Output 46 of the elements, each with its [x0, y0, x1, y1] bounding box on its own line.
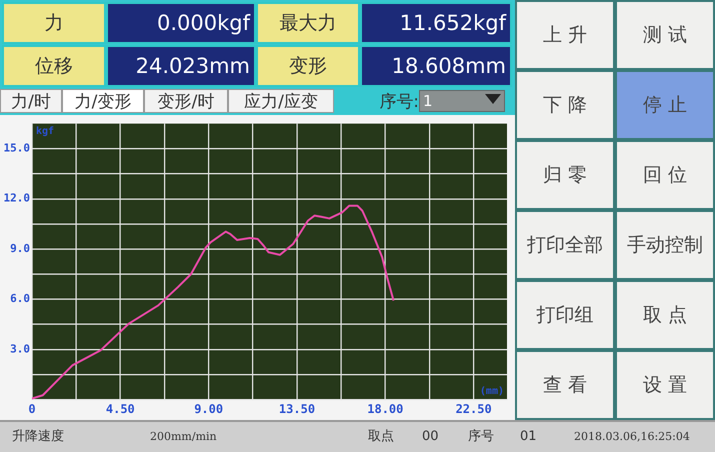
text: 取点: [368, 428, 395, 446]
y-tick-label: 9.0: [10, 242, 30, 255]
text: 力/时: [0, 89, 62, 113]
text: 变形/时: [144, 89, 228, 113]
y-tick-label: 12.0: [4, 192, 30, 205]
dropdown-field: 1: [419, 90, 505, 112]
x-tick-label: 22.50: [456, 402, 492, 416]
text: 2018.03.06,16:25:04: [574, 428, 691, 444]
text: 01: [520, 428, 538, 446]
text: 测 试: [615, 0, 715, 70]
x-tick-label: 4.50: [106, 402, 135, 416]
y-tick-label: 15.0: [4, 142, 30, 155]
text: 手动控制: [615, 210, 715, 280]
y-axis-title: kgf: [36, 126, 54, 138]
text: 归 零: [515, 140, 615, 210]
y-tick-label: 3.0: [10, 342, 30, 356]
text: 查 看: [515, 350, 615, 420]
text: 18.608mm: [360, 45, 512, 87]
text: 最大力: [256, 2, 360, 44]
x-tick-label: 0: [28, 402, 36, 416]
text: 打印组: [515, 280, 615, 350]
x-tick-label: 9.00: [194, 402, 224, 416]
text: 位移: [2, 45, 106, 87]
text: 上 升: [515, 0, 615, 70]
text: 序号: [468, 428, 495, 446]
text: 打印全部: [515, 210, 615, 280]
x-axis-title: (mm): [480, 386, 504, 398]
x-tick-label: 18.00: [367, 402, 404, 416]
y-tick-label: 6.0: [10, 292, 30, 306]
text: 下 降: [515, 70, 615, 140]
text: 0.000kgf: [106, 2, 256, 44]
text: 00: [422, 428, 440, 446]
text: 应力/应变: [228, 89, 334, 113]
text: 变形: [256, 45, 360, 87]
text: 24.023mm: [106, 45, 256, 87]
text: 力: [2, 2, 106, 44]
text: 序号:: [378, 90, 419, 113]
x-tick-label: 13.50: [278, 402, 316, 416]
text: 11.652kgf: [360, 2, 512, 44]
text: 力/变形: [62, 89, 144, 113]
text: 回 位: [615, 140, 715, 210]
text: 取 点: [615, 280, 715, 350]
text: 停 止: [615, 70, 715, 140]
text: 设 置: [615, 350, 715, 420]
text: 200mm/min: [150, 428, 218, 444]
text: 升降速度: [12, 428, 65, 446]
